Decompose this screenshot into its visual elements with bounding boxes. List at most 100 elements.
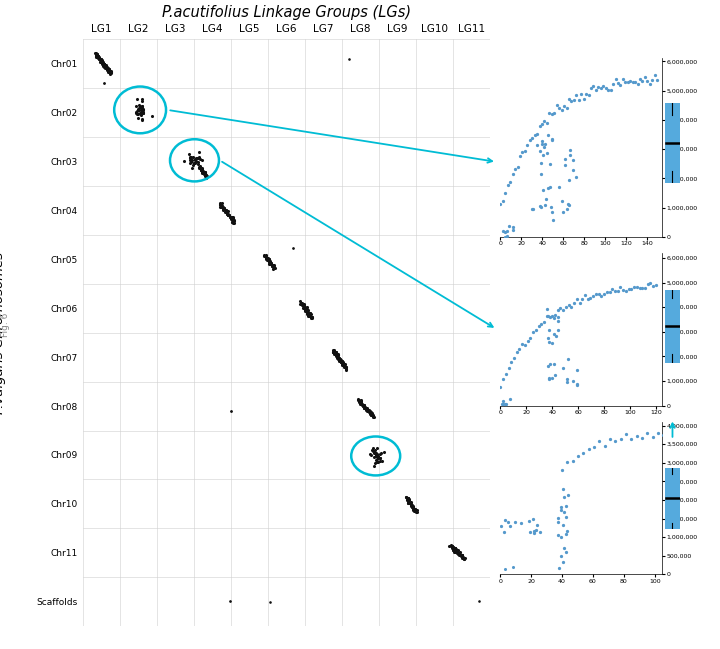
- Point: [260, 253, 271, 263]
- Point: [99, 62, 111, 73]
- Point: [372, 456, 384, 467]
- Point: [102, 64, 113, 74]
- Point: [340, 362, 351, 373]
- Point: [695, 427, 706, 437]
- Point: [526, 204, 537, 214]
- Point: [93, 51, 104, 62]
- Point: [328, 345, 339, 355]
- Point: [264, 596, 275, 607]
- Point: [96, 59, 108, 69]
- Point: [215, 199, 226, 209]
- Point: [610, 436, 621, 447]
- Point: [595, 83, 606, 93]
- Point: [530, 325, 541, 336]
- Point: [91, 50, 102, 60]
- Point: [362, 405, 374, 415]
- Point: [502, 517, 513, 527]
- Point: [445, 541, 456, 551]
- Point: [557, 484, 569, 495]
- Point: [573, 95, 585, 105]
- Point: [401, 492, 413, 502]
- Point: [224, 212, 235, 223]
- Point: [330, 348, 342, 358]
- Point: [302, 305, 313, 315]
- Point: [195, 165, 207, 175]
- Point: [132, 113, 143, 123]
- Point: [608, 79, 619, 89]
- Point: [662, 424, 674, 435]
- Point: [184, 152, 196, 162]
- Point: [227, 217, 238, 228]
- Point: [612, 286, 624, 296]
- Point: [571, 294, 582, 304]
- Point: [94, 55, 106, 65]
- Point: [562, 457, 573, 467]
- Point: [305, 312, 317, 323]
- Point: [266, 262, 278, 272]
- Point: [368, 448, 379, 459]
- Point: [353, 395, 364, 406]
- Point: [336, 357, 347, 367]
- Point: [300, 305, 311, 315]
- Point: [552, 325, 563, 336]
- Point: [555, 502, 567, 512]
- Point: [225, 212, 236, 222]
- Point: [99, 60, 111, 70]
- Point: [447, 545, 459, 555]
- Point: [295, 299, 307, 309]
- Point: [268, 262, 279, 272]
- Point: [220, 204, 232, 215]
- Point: [94, 55, 106, 66]
- Point: [612, 78, 624, 88]
- Point: [373, 453, 384, 463]
- Point: [402, 496, 413, 507]
- Point: [340, 365, 351, 375]
- Point: [531, 129, 543, 140]
- Point: [557, 206, 569, 217]
- Point: [557, 305, 569, 315]
- Point: [222, 209, 234, 219]
- Point: [544, 359, 556, 369]
- Point: [544, 336, 555, 347]
- Point: [499, 527, 510, 537]
- Point: [222, 210, 234, 220]
- Point: [130, 107, 141, 117]
- Point: [189, 154, 201, 164]
- Point: [264, 256, 275, 267]
- Point: [364, 408, 376, 418]
- Point: [538, 149, 549, 160]
- Point: [522, 336, 534, 346]
- Point: [369, 411, 380, 422]
- Point: [100, 60, 112, 71]
- Point: [218, 202, 230, 213]
- Point: [706, 429, 717, 439]
- Point: [102, 65, 114, 75]
- Point: [132, 108, 143, 119]
- Point: [187, 160, 199, 171]
- Point: [668, 434, 680, 444]
- Point: [410, 506, 422, 517]
- Point: [303, 308, 315, 319]
- Point: [298, 299, 310, 310]
- Point: [359, 403, 370, 413]
- Point: [199, 168, 211, 178]
- Point: [542, 182, 554, 193]
- Point: [449, 543, 460, 554]
- Point: [91, 50, 103, 60]
- Point: [554, 303, 566, 313]
- Point: [358, 400, 369, 410]
- Point: [528, 528, 539, 538]
- Point: [335, 356, 346, 367]
- Point: [132, 108, 143, 119]
- Point: [454, 550, 465, 560]
- Point: [354, 397, 366, 407]
- Point: [92, 51, 104, 62]
- Point: [617, 73, 629, 84]
- Point: [332, 350, 343, 360]
- Point: [343, 53, 355, 64]
- Point: [559, 154, 571, 164]
- Point: [359, 401, 370, 411]
- Point: [305, 310, 316, 321]
- Point: [539, 317, 550, 327]
- Point: [355, 398, 366, 409]
